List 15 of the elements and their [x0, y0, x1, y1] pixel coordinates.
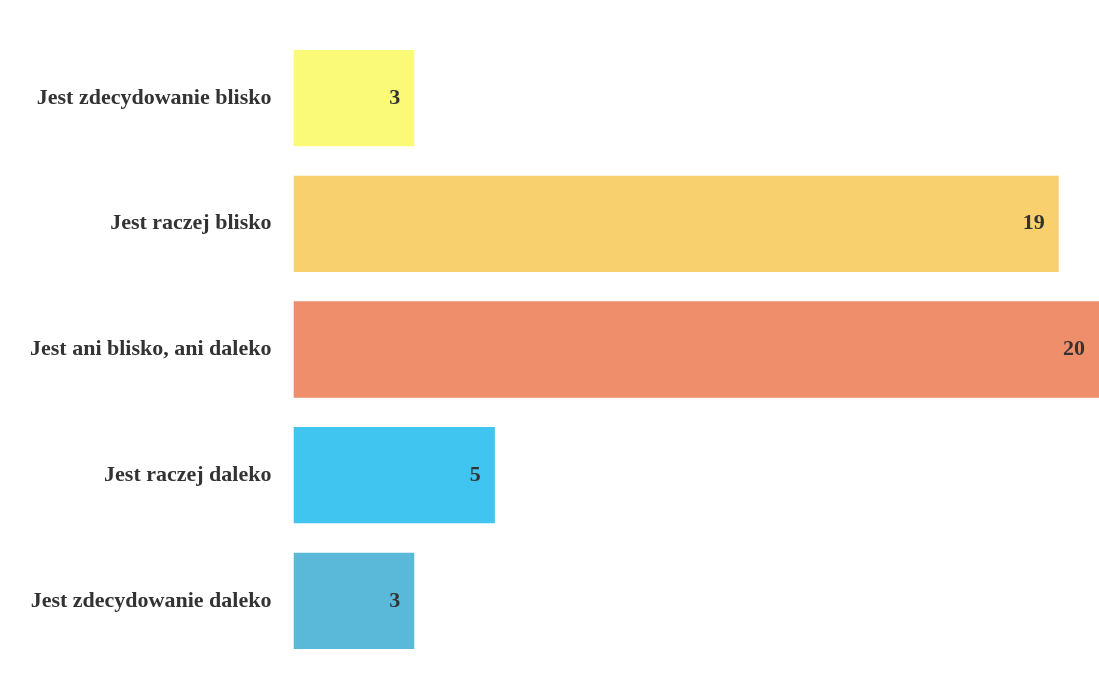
y-tick-label: Jest zdecydowanie daleko — [30, 586, 272, 612]
bar — [293, 301, 1099, 398]
y-tick-label: Jest ani blisko, ani daleko — [30, 335, 272, 361]
y-tick-label: Jest raczej blisko — [110, 209, 272, 235]
data-label: 5 — [469, 460, 481, 486]
data-label: 3 — [389, 586, 401, 612]
bar — [293, 427, 495, 524]
bar — [293, 175, 1059, 272]
bar — [293, 49, 415, 147]
bar — [293, 552, 415, 650]
y-tick-label: Jest raczej daleko — [104, 460, 272, 486]
data-label: 3 — [389, 83, 401, 109]
data-label: 19 — [1022, 209, 1045, 235]
data-label: 20 — [1063, 335, 1085, 361]
y-tick-label: Jest zdecydowanie blisko — [36, 83, 272, 109]
